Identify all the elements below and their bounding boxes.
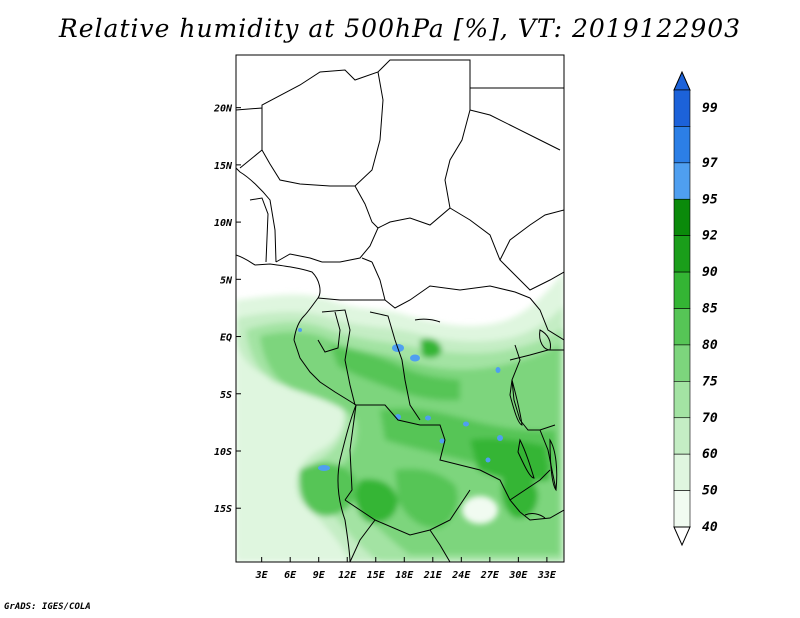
country-borders xyxy=(236,59,564,562)
lon-tick-label: 9E xyxy=(313,570,326,581)
lat-tick-label: 5N xyxy=(220,275,233,286)
colorbar-label: 40 xyxy=(702,520,718,535)
colorbar-segment xyxy=(673,126,691,164)
colorbar-segment xyxy=(673,235,691,273)
colorbar-segment xyxy=(673,198,691,236)
colorbar-label: 85 xyxy=(702,302,718,317)
colorbar-segment xyxy=(673,308,691,346)
lon-tick-label: 33E xyxy=(537,570,557,581)
longitude-axis: 3E 6E 9E 12E 15E 18E 21E 24E 27E 30E 33E xyxy=(255,557,557,581)
colorbar-label: 92 xyxy=(702,229,718,244)
colorbar: 99 97 95 92 90 85 80 75 70 60 50 40 xyxy=(673,70,718,547)
colorbar-label: 99 xyxy=(702,101,718,116)
credit-label: GrADS: IGES/COLA xyxy=(4,602,91,612)
lat-tick-label: EQ xyxy=(220,333,232,344)
colorbar-label: 90 xyxy=(702,265,718,280)
lat-tick-label: 15S xyxy=(214,504,232,515)
colorbar-segment xyxy=(673,490,691,528)
colorbar-segment xyxy=(673,271,691,309)
plot-frame xyxy=(235,54,565,563)
lon-tick-label: 30E xyxy=(508,570,528,581)
colorbar-top-arrow xyxy=(673,70,691,91)
lon-tick-label: 21E xyxy=(423,570,443,581)
lon-tick-label: 6E xyxy=(284,570,297,581)
lon-tick-label: 15E xyxy=(367,570,386,581)
lon-tick-label: 3E xyxy=(255,570,269,581)
high-humidity-spots xyxy=(298,328,503,471)
humidity-field xyxy=(236,272,564,562)
lon-tick-label: 27E xyxy=(480,570,500,581)
colorbar-label: 80 xyxy=(702,338,718,353)
lat-tick-label: 5S xyxy=(220,390,232,401)
colorbar-segment xyxy=(673,381,691,419)
colorbar-segment xyxy=(673,344,691,382)
lakes xyxy=(414,318,558,519)
colorbar-label: 60 xyxy=(702,447,718,462)
colorbar-label: 95 xyxy=(702,192,718,207)
lat-tick-label: 10N xyxy=(214,218,233,229)
lon-tick-label: 18E xyxy=(395,570,414,581)
colorbar-label: 50 xyxy=(702,484,718,499)
colorbar-segment xyxy=(673,453,691,491)
colorbar-label: 70 xyxy=(702,411,718,426)
lat-tick-label: 15N xyxy=(214,161,233,172)
colorbar-segment xyxy=(673,417,691,455)
lon-tick-label: 12E xyxy=(338,570,357,581)
lat-tick-label: 20N xyxy=(213,104,233,115)
colorbar-bottom-arrow xyxy=(673,526,691,547)
colorbar-segment xyxy=(673,89,691,127)
colorbar-segment xyxy=(673,162,691,200)
lon-tick-label: 24E xyxy=(451,570,471,581)
latitude-axis: 20N 15N 10N 5N EQ 5S 10S 15S xyxy=(213,104,241,515)
map-title: Relative humidity at 500hPa [%], VT: 201… xyxy=(58,14,742,43)
lat-tick-label: 10S xyxy=(214,447,232,458)
colorbar-label: 75 xyxy=(702,374,718,389)
colorbar-label: 97 xyxy=(702,156,718,171)
